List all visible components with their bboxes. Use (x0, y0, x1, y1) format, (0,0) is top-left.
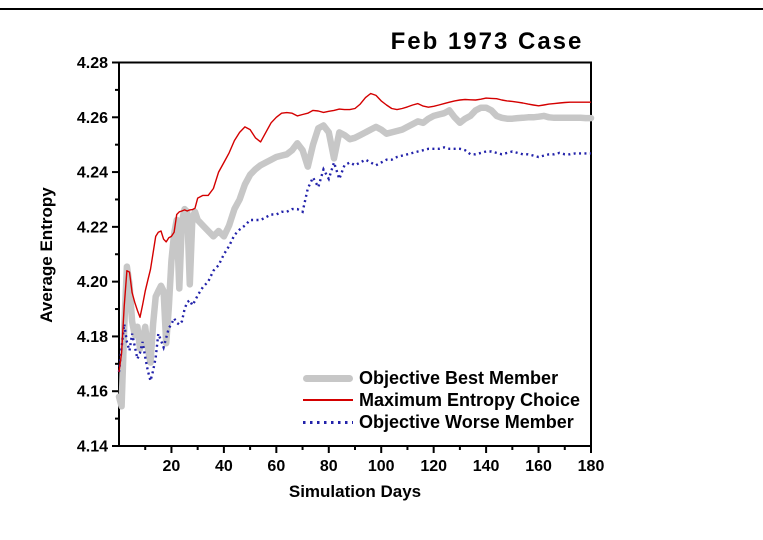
top-divider (0, 8, 763, 10)
legend-label-objective-best-member: Objective Best Member (359, 368, 559, 388)
y-tick-label: 4.26 (77, 110, 108, 127)
x-tick-label: 80 (320, 458, 338, 475)
legend-label-objective-worse-member: Objective Worse Member (359, 412, 574, 432)
x-tick-label: 60 (267, 458, 285, 475)
x-tick-label: 160 (525, 458, 552, 475)
y-tick-label: 4.16 (77, 384, 108, 401)
legend-swatch-blue-dotted-line-icon (303, 420, 353, 424)
x-tick-label: 120 (420, 458, 447, 475)
x-tick-label: 40 (215, 458, 233, 475)
x-tick-label: 20 (163, 458, 181, 475)
y-tick-label: 4.18 (77, 329, 108, 346)
chart-title: Feb 1973 Case (390, 28, 584, 55)
series-line-objective-worse-member (117, 146, 591, 386)
y-tick-label: 4.20 (77, 274, 108, 291)
legend-row-objective-worse-member: Objective Worse Member (303, 411, 574, 433)
y-tick-label: 4.22 (77, 219, 108, 236)
x-tick-label: 180 (578, 458, 605, 475)
x-tick-label: 100 (368, 458, 395, 475)
legend-row-objective-best-member: Objective Best Member (303, 367, 563, 389)
x-axis-label: Simulation Days (288, 482, 422, 501)
legend-swatch-thick-gray-line-icon (303, 374, 353, 382)
y-tick-label: 4.24 (77, 165, 108, 182)
legend-swatch-thin-red-line-icon (303, 399, 353, 401)
legend-label-maximum-entropy-choice: Maximum Entropy Choice (359, 390, 581, 410)
y-tick-label: 4.14 (77, 439, 108, 456)
series-line-maximum-entropy-choice (118, 92, 591, 373)
series-line-objective-best-member (115, 104, 595, 410)
legend-row-maximum-entropy-choice: Maximum Entropy Choice (303, 389, 580, 411)
y-tick-label: 4.28 (77, 55, 108, 72)
x-tick-label: 140 (473, 458, 500, 475)
y-axis-label: Average Entropy (37, 187, 56, 323)
chart-legend: Objective Best Member Maximum Entropy Ch… (303, 367, 580, 433)
